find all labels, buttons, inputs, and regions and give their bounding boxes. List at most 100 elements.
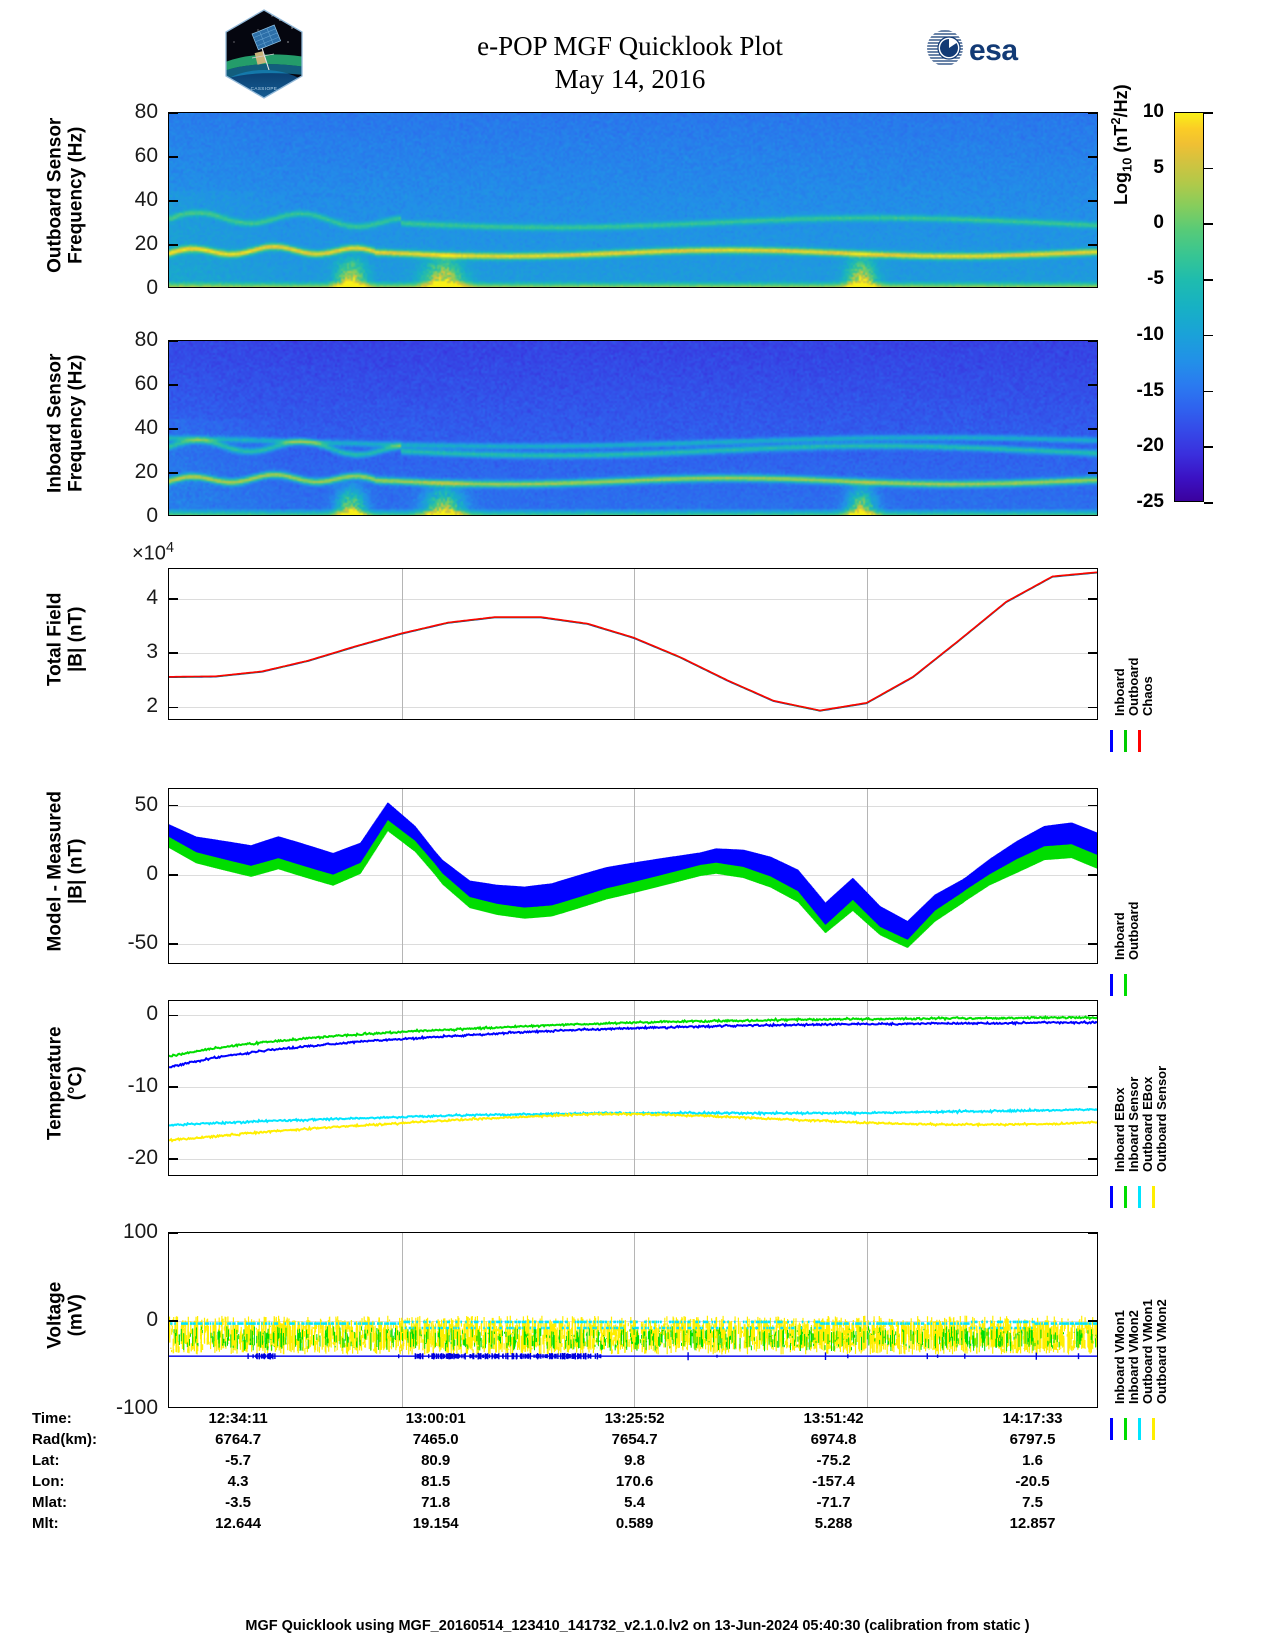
svg-text:CASSIOPE: CASSIOPE <box>251 86 278 91</box>
table-row-label: Rad(km): <box>32 1431 98 1448</box>
colorbar-tickmark <box>1204 223 1213 226</box>
gridline-horizontal <box>169 598 1097 600</box>
legend-swatch <box>1110 1418 1113 1440</box>
y-tickmark <box>1088 156 1097 158</box>
y-tickmark <box>1088 428 1097 430</box>
y-tickmark <box>169 1086 178 1088</box>
voltage-y-tick-label: 0 <box>146 1308 158 1331</box>
gridline-horizontal <box>169 944 1097 946</box>
table-row-label: Lat: <box>32 1452 60 1469</box>
y-tickmark <box>169 244 178 246</box>
voltage-trace-cyan <box>170 1320 1097 1330</box>
y-tickmark <box>1088 1233 1097 1234</box>
legend-swatch <box>1124 1186 1127 1208</box>
legend-swatch <box>1152 1186 1155 1208</box>
gridline-vertical <box>634 1233 635 1407</box>
y-tickmark <box>169 428 178 430</box>
outboard-spectrogram-y-tick-label: 20 <box>134 232 158 255</box>
model-minus-measured-y-tick-label: 50 <box>134 792 158 816</box>
legend-swatch <box>1138 1186 1141 1208</box>
inboard-spectrogram-image <box>169 341 1097 515</box>
y-tickmark <box>1088 943 1097 945</box>
table-row-label: Mlt: <box>32 1515 59 1532</box>
gridline-vertical <box>634 1001 635 1175</box>
temperature-plot-area <box>168 1000 1098 1176</box>
gridline-vertical <box>401 1001 403 1175</box>
y-tickmark <box>169 874 178 876</box>
inboard-spectrogram-y-axis-label: Inboard Sensor Frequency (Hz) <box>44 353 87 493</box>
outboard-spectrogram-y-axis-label: Outboard Sensor Frequency (Hz) <box>44 117 87 273</box>
y-tickmark <box>1088 1158 1097 1160</box>
legend-swatch <box>1124 1418 1127 1440</box>
temperature-series <box>169 1014 1097 1143</box>
table-row: Lon: 4.3 81.5 170.6 -157.4 -20.5 <box>32 1471 1132 1492</box>
panel-voltage: Voltage (mV) 100 0 -100 <box>0 1220 1275 1419</box>
y-tickmark <box>169 113 178 114</box>
colorbar-tick-label: -5 <box>1147 268 1164 290</box>
temperature-y-axis-label: Temperature (°C) <box>44 1026 87 1141</box>
gridline-vertical <box>866 1001 868 1175</box>
inboard-spectrogram-y-tick-label: 20 <box>134 460 158 483</box>
inboard-spectrogram-y-tick-label: 60 <box>134 372 158 395</box>
temperature-y-tick-label: 0 <box>146 1002 158 1026</box>
panel-inboard-spectrogram: Inboard Sensor Frequency (Hz) 80 60 40 20 0 <box>0 328 1275 527</box>
table-cell: 14:17:33 <box>1002 1410 1063 1427</box>
legend-swatch <box>1124 730 1127 752</box>
y-tickmark <box>169 1320 178 1322</box>
table-row-label: Time: <box>32 1410 72 1427</box>
table-cell: -5.7 <box>225 1452 252 1469</box>
model-minus-measured-y-tick-label: 0 <box>146 861 158 885</box>
y-tickmark <box>169 1014 178 1017</box>
y-tickmark <box>169 1158 178 1160</box>
legend-swatch <box>1110 730 1113 752</box>
y-tickmark <box>1088 1320 1097 1322</box>
esa-logo: esa <box>927 30 1019 67</box>
page-header: CASSIOPE e-POP MGF Quicklook Plot May 14… <box>0 0 1275 105</box>
legend-swatch <box>1110 974 1113 996</box>
panel-total-field: Total Field |B| (nT) 4 3 2 ×104 <box>0 540 1275 720</box>
table-cell: 5.288 <box>814 1515 853 1532</box>
colorbar-tick-label: -10 <box>1136 323 1164 345</box>
y-tickmark <box>1088 874 1097 876</box>
gridline-vertical <box>401 569 403 719</box>
gridline-horizontal <box>169 805 1097 807</box>
gridline-vertical <box>401 789 403 963</box>
table-cell: 71.8 <box>421 1494 451 1511</box>
outboard-spectrogram-image <box>169 113 1097 287</box>
y-tickmark <box>1088 706 1097 709</box>
model-minus-measured-y-tick-label: -50 <box>127 931 158 955</box>
legend-swatch <box>1152 1418 1155 1440</box>
y-tickmark <box>1088 113 1097 114</box>
panel-outboard-spectrogram: Outboard Sensor Frequency (Hz) 80 60 40 20 0 <box>0 100 1275 299</box>
y-tickmark <box>169 341 178 342</box>
colorbar-tickmark <box>1204 502 1213 504</box>
legend-swatch <box>1138 1418 1141 1440</box>
total-field-y-tick-label: 3 <box>146 640 158 664</box>
table-row: Rad(km): 6764.7 7465.0 7654.7 6974.8 6797.5 <box>32 1429 1132 1450</box>
legend-swatch <box>1138 730 1141 752</box>
table-cell: 170.6 <box>615 1473 654 1490</box>
total-field-y-tick-label: 2 <box>146 694 158 718</box>
colorbar-tickmark <box>1204 446 1213 448</box>
colorbar-tickmark <box>1204 390 1213 393</box>
table-cell: 19.154 <box>412 1515 459 1532</box>
total-field-y-axis-label: Total Field |B| (nT) <box>44 592 87 687</box>
table-cell: -20.5 <box>1015 1473 1050 1490</box>
y-tickmark <box>169 1233 178 1234</box>
colorbar-tick-label: 0 <box>1153 212 1164 234</box>
table-cell: 6974.8 <box>810 1431 857 1448</box>
voltage-trace <box>173 1326 1097 1352</box>
colorbar-tickmark <box>1204 112 1213 114</box>
y-tickmark <box>169 598 178 600</box>
table-cell: 6797.5 <box>1009 1431 1056 1448</box>
table-cell: 9.8 <box>624 1452 646 1469</box>
gridline-horizontal <box>169 1159 1097 1161</box>
temperature-trace <box>169 1014 1097 1058</box>
inboard-spectrogram-y-tick-label: 80 <box>134 328 158 351</box>
table-cell: 13:51:42 <box>803 1410 864 1427</box>
total-field-series <box>169 571 1097 712</box>
gridline-horizontal <box>169 653 1097 655</box>
total-field-plot-area <box>168 568 1098 720</box>
inboard-spectrogram-y-tick-label: 40 <box>134 416 158 439</box>
table-cell: 80.9 <box>421 1452 451 1469</box>
